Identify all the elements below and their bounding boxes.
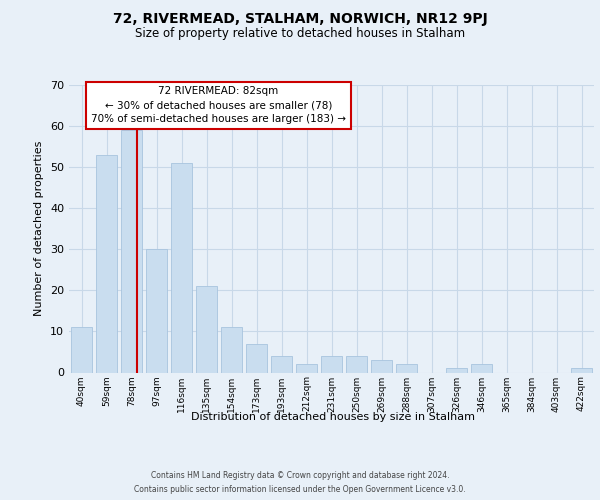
Bar [146,250,167,372]
Bar [71,328,92,372]
Y-axis label: Number of detached properties: Number of detached properties [34,141,44,316]
Bar [321,356,342,372]
Bar [171,163,192,372]
Bar [196,286,217,372]
Bar [396,364,417,372]
Bar [121,130,142,372]
Bar [471,364,492,372]
Bar [296,364,317,372]
Bar [446,368,467,372]
Text: Distribution of detached houses by size in Stalham: Distribution of detached houses by size … [191,412,475,422]
Text: Size of property relative to detached houses in Stalham: Size of property relative to detached ho… [135,28,465,40]
Bar [96,155,117,372]
Text: 72 RIVERMEAD: 82sqm
← 30% of detached houses are smaller (78)
70% of semi-detach: 72 RIVERMEAD: 82sqm ← 30% of detached ho… [91,86,346,124]
Text: Contains HM Land Registry data © Crown copyright and database right 2024.: Contains HM Land Registry data © Crown c… [151,471,449,480]
Text: Contains public sector information licensed under the Open Government Licence v3: Contains public sector information licen… [134,485,466,494]
Bar [571,368,592,372]
Text: 72, RIVERMEAD, STALHAM, NORWICH, NR12 9PJ: 72, RIVERMEAD, STALHAM, NORWICH, NR12 9P… [113,12,487,26]
Bar [371,360,392,372]
Bar [346,356,367,372]
Bar [271,356,292,372]
Bar [246,344,267,372]
Bar [221,328,242,372]
